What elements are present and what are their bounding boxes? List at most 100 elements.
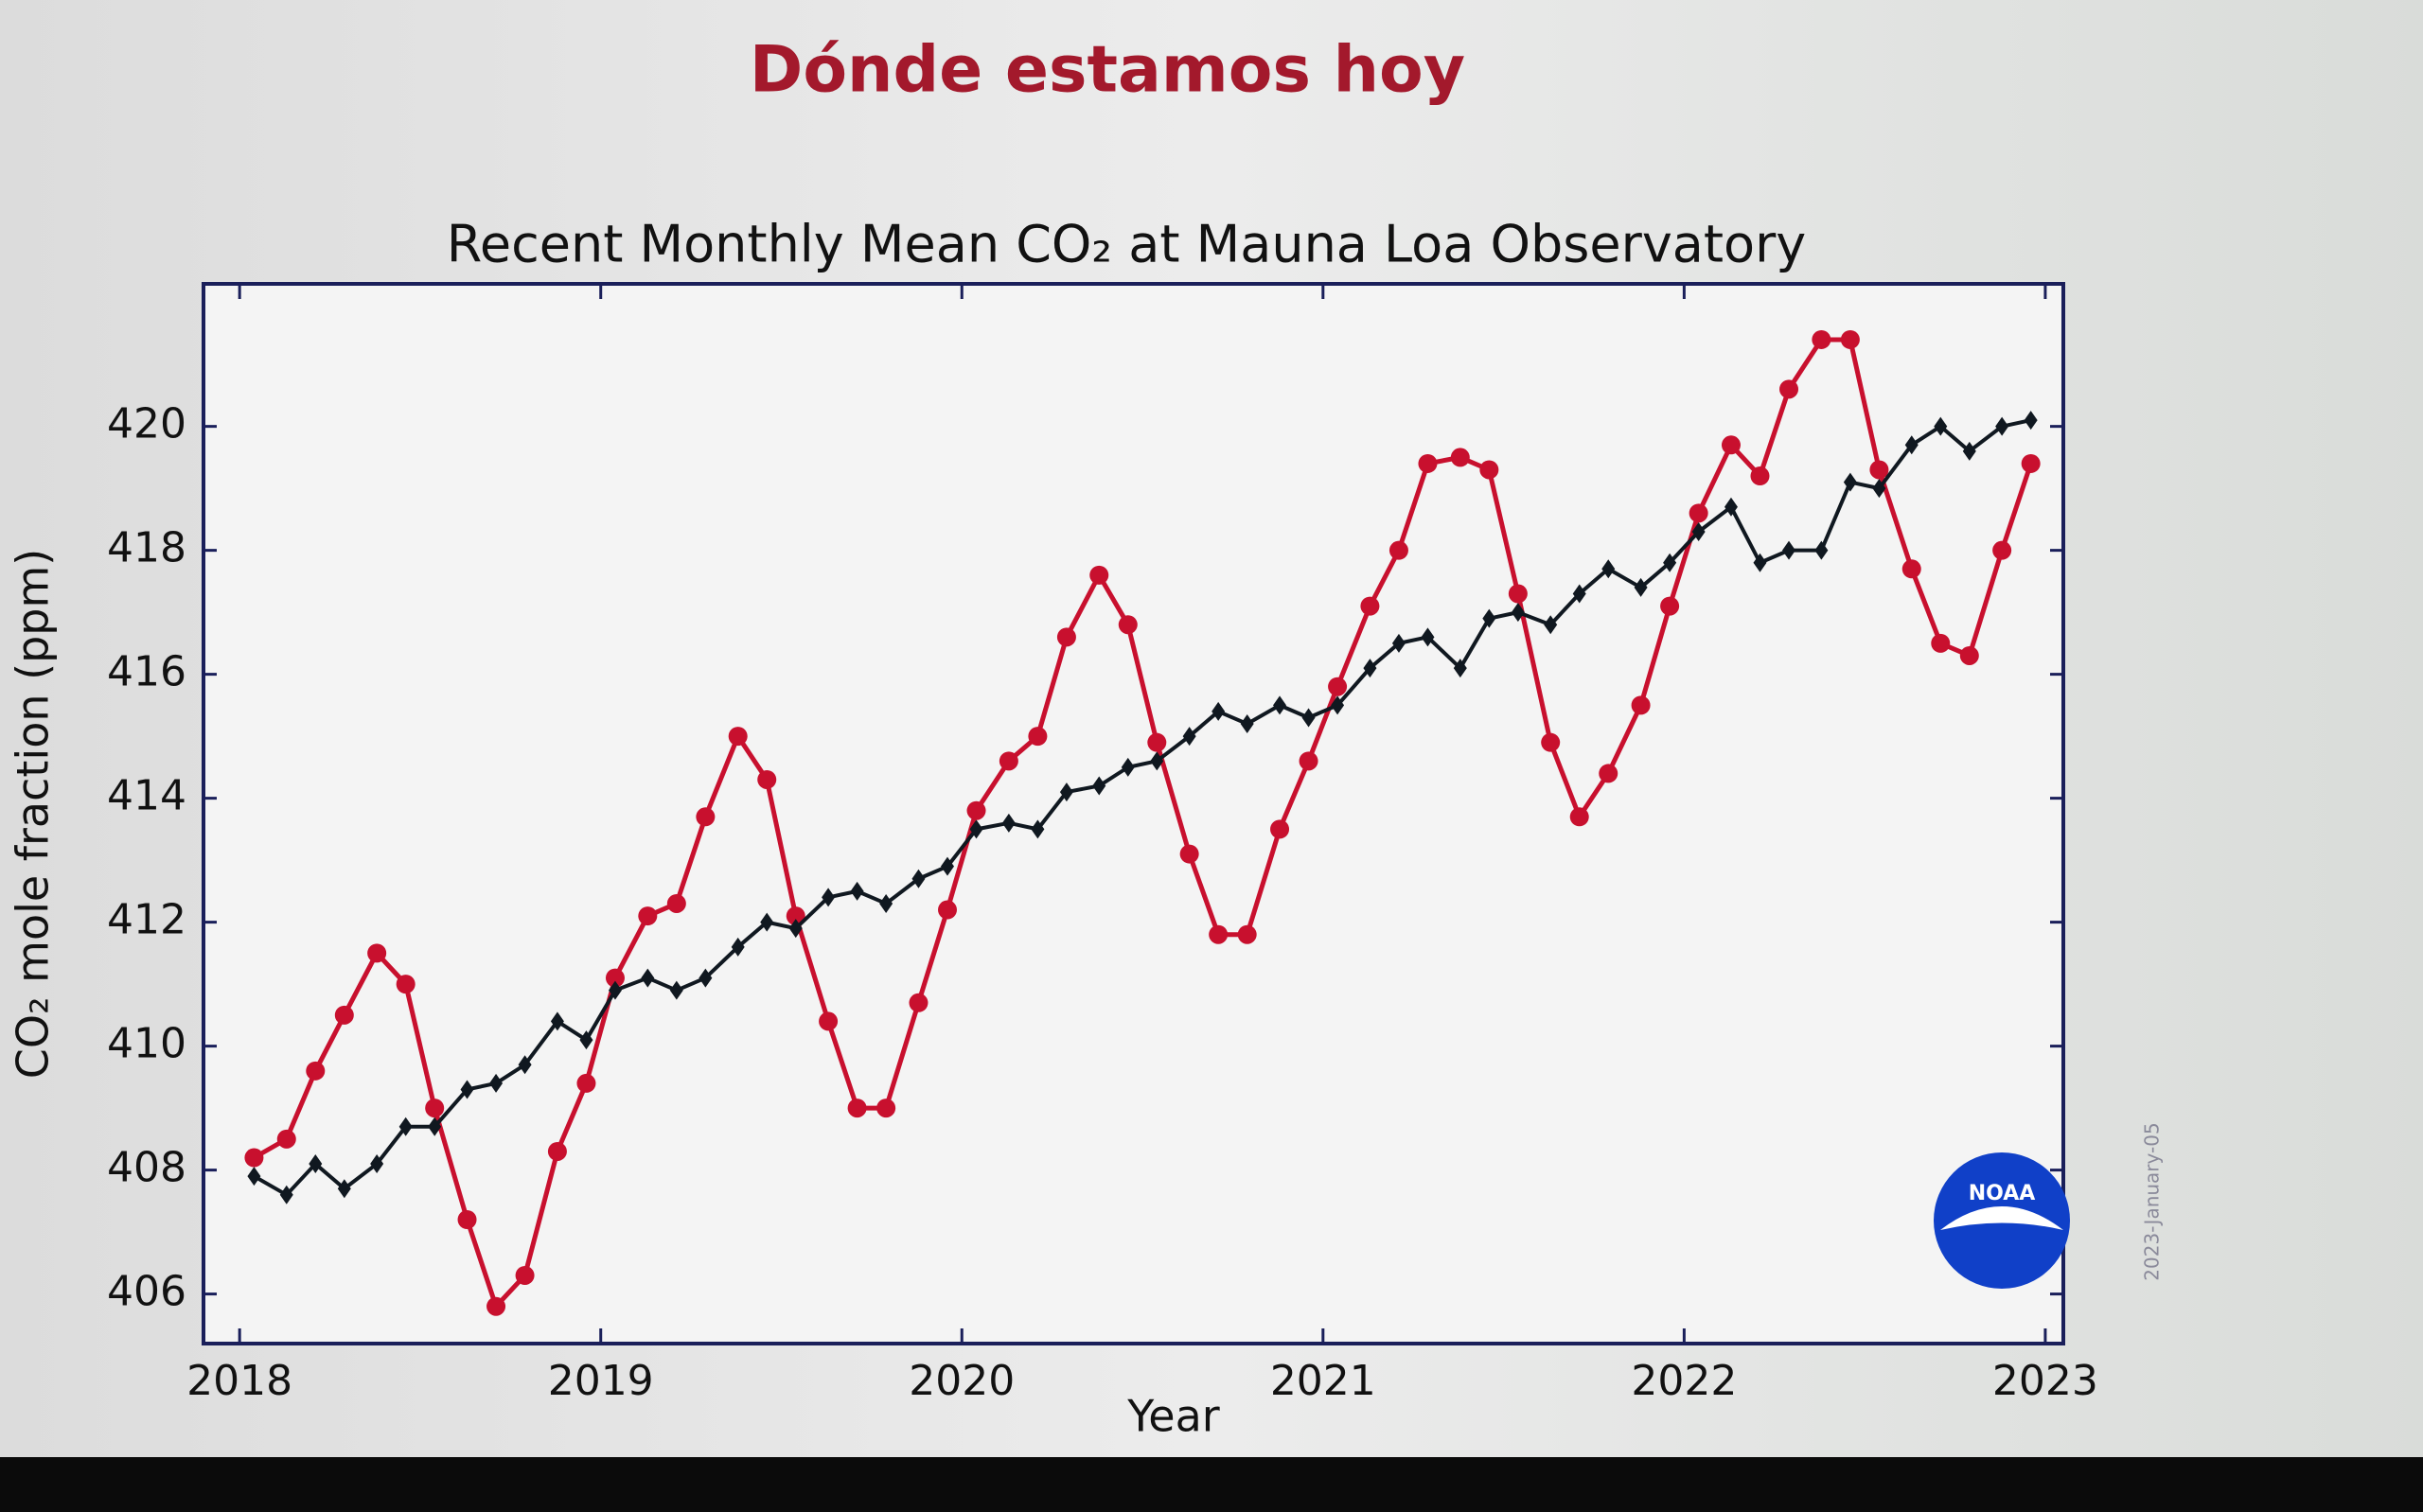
data-point xyxy=(911,869,926,888)
data-point xyxy=(1150,751,1164,771)
data-point xyxy=(1360,596,1380,616)
y-axis-label: CO₂ mole fraction (ppm) xyxy=(8,549,59,1079)
data-point xyxy=(1028,727,1048,747)
data-point xyxy=(1363,659,1377,678)
data-point xyxy=(1453,659,1467,678)
data-point xyxy=(244,1148,264,1168)
data-point xyxy=(1779,379,1799,399)
data-point xyxy=(879,893,893,913)
data-point xyxy=(1934,416,1948,436)
data-point xyxy=(1056,627,1076,647)
data-point xyxy=(760,912,774,932)
x-tick-label: 2020 xyxy=(909,1357,1015,1405)
data-point xyxy=(1872,479,1886,499)
data-point xyxy=(1418,453,1438,473)
data-point xyxy=(1118,615,1138,635)
data-point xyxy=(1634,577,1648,597)
data-point xyxy=(279,1185,293,1204)
data-point xyxy=(1721,435,1741,455)
data-point xyxy=(1544,615,1558,635)
data-point xyxy=(425,1099,445,1118)
data-point xyxy=(1511,603,1525,623)
data-point xyxy=(696,807,716,827)
data-point xyxy=(1840,329,1860,349)
noaa-logo: NOAA xyxy=(1934,1152,2070,1289)
logo-wave xyxy=(1940,1206,2063,1230)
data-point xyxy=(666,893,686,913)
data-point xyxy=(788,919,803,939)
data-point xyxy=(819,1011,839,1031)
data-point xyxy=(1482,608,1496,628)
data-point xyxy=(1301,708,1316,728)
data-point xyxy=(909,993,929,1012)
data-point xyxy=(547,1141,567,1161)
data-point xyxy=(460,1080,474,1099)
data-point xyxy=(1750,466,1770,486)
data-point xyxy=(1031,819,1045,839)
data-point xyxy=(1182,727,1196,747)
data-point xyxy=(1001,813,1016,833)
data-point xyxy=(1331,695,1345,715)
x-tick-label: 2022 xyxy=(1631,1357,1737,1405)
data-point xyxy=(337,1179,351,1199)
plot: 406 408 410 412 414 416 418 420 2018 2019 2020 2021… xyxy=(107,284,2098,1405)
data-point xyxy=(1689,503,1708,523)
data-point xyxy=(1388,540,1408,560)
x-tick-label: 2021 xyxy=(1270,1357,1376,1405)
data-point xyxy=(579,1030,593,1050)
data-point xyxy=(822,888,836,907)
y-tick-label: 416 xyxy=(107,648,186,696)
data-point xyxy=(367,943,387,963)
data-point xyxy=(1209,924,1229,944)
data-point xyxy=(699,968,713,988)
data-point xyxy=(1240,714,1254,734)
data-point xyxy=(1812,329,1831,349)
data-point xyxy=(1179,844,1199,864)
logo-text: NOAA xyxy=(1969,1182,2036,1205)
data-point xyxy=(641,968,655,988)
data-point xyxy=(1814,540,1829,560)
data-point xyxy=(847,1099,867,1118)
chart-title: Recent Monthly Mean CO₂ at Mauna Loa Obs… xyxy=(447,215,1806,274)
x-tick-label: 2018 xyxy=(186,1357,292,1405)
data-point xyxy=(608,980,622,1000)
data-point xyxy=(1931,633,1951,653)
data-point xyxy=(850,881,864,901)
x-tick-label: 2023 xyxy=(1992,1357,2098,1405)
data-point xyxy=(1273,695,1287,715)
data-point xyxy=(1391,633,1406,653)
data-point xyxy=(1328,677,1348,696)
data-point xyxy=(728,727,748,747)
data-point xyxy=(1089,565,1109,585)
y-tick-label: 420 xyxy=(107,400,186,448)
data-point xyxy=(334,1005,354,1025)
data-point xyxy=(1121,757,1135,777)
data-point xyxy=(396,975,416,994)
plot-area xyxy=(202,282,2065,1345)
data-point xyxy=(247,1167,261,1187)
data-point xyxy=(428,1116,442,1136)
data-point xyxy=(1059,782,1073,802)
data-point xyxy=(515,1265,535,1285)
data-point xyxy=(276,1129,296,1149)
data-point xyxy=(969,819,983,839)
data-point xyxy=(757,769,777,789)
data-point xyxy=(966,800,986,820)
series-line xyxy=(253,418,2032,1197)
data-point xyxy=(999,751,1018,771)
data-point xyxy=(1631,695,1651,715)
data-point xyxy=(786,906,805,926)
data-point xyxy=(1092,776,1106,796)
y-tick-label: 406 xyxy=(107,1268,186,1316)
data-point xyxy=(489,1073,504,1093)
data-point xyxy=(1904,435,1919,455)
data-point xyxy=(1992,540,2012,560)
data-point xyxy=(1599,764,1618,783)
data-point xyxy=(1660,596,1680,616)
data-point xyxy=(731,937,745,957)
date-stamp: 2023-January-05 xyxy=(2141,1122,2164,1280)
y-tick-label: 408 xyxy=(107,1144,186,1192)
data-point xyxy=(1569,807,1589,827)
data-point xyxy=(1782,540,1796,560)
